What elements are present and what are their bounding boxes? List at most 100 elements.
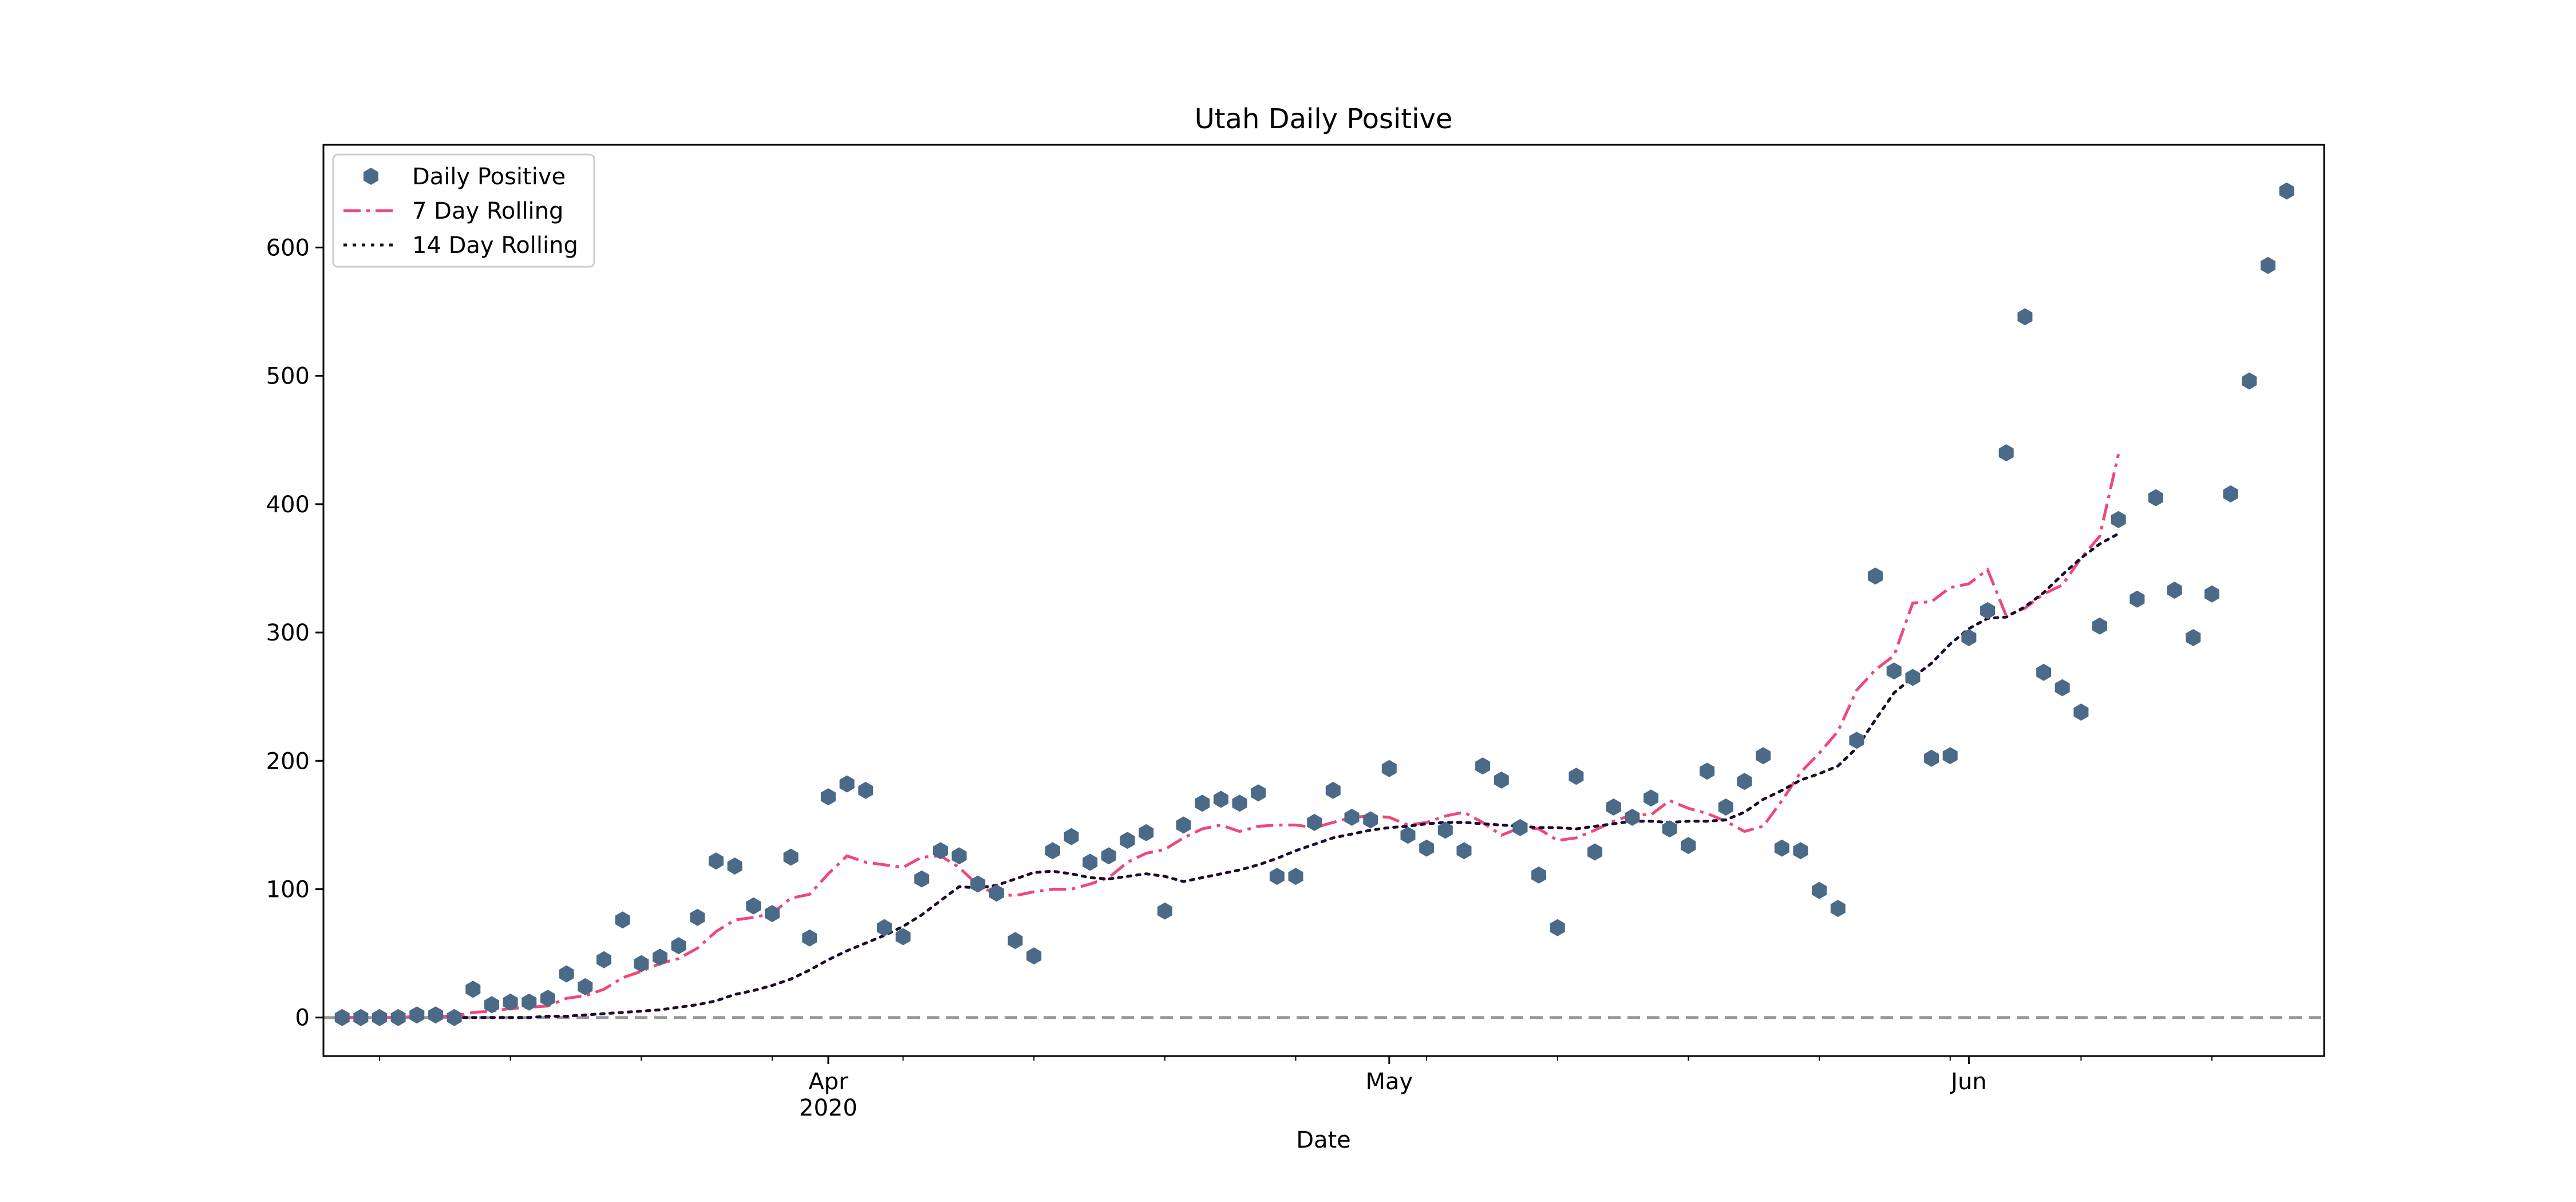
data-point <box>1849 732 1864 749</box>
data-point <box>503 993 518 1011</box>
x-tick-label: May <box>1365 1069 1413 1095</box>
data-point <box>334 1009 350 1026</box>
data-point <box>1381 760 1397 777</box>
data-point <box>634 955 649 972</box>
series-group <box>334 182 2294 1026</box>
legend-label: Daily Positive <box>412 164 566 190</box>
data-point <box>1774 839 1789 857</box>
data-point <box>1961 629 1977 646</box>
data-point <box>1568 768 1584 785</box>
chart-title: Utah Daily Positive <box>1195 103 1453 135</box>
data-point <box>1456 842 1472 860</box>
data-point <box>1998 444 2014 462</box>
data-point <box>1942 747 1958 765</box>
x-tick-label: Apr <box>808 1069 848 1095</box>
data-point <box>2186 629 2201 646</box>
legend-label: 14 Day Rolling <box>412 232 578 259</box>
data-point <box>1101 847 1116 865</box>
data-point <box>1120 832 1135 849</box>
data-point <box>1307 813 1322 831</box>
series-line-14-day-rolling <box>453 532 2120 1019</box>
data-point <box>1886 662 1902 680</box>
data-point <box>372 1009 387 1026</box>
data-point <box>1830 900 1846 918</box>
data-point <box>1681 837 1696 855</box>
data-point <box>1643 789 1659 807</box>
x-axis-label: Date <box>1296 1127 1351 1153</box>
data-point <box>578 978 593 995</box>
data-point <box>615 911 630 929</box>
data-point <box>2167 582 2182 599</box>
data-point <box>465 980 481 998</box>
data-point <box>1139 824 1154 841</box>
data-point <box>1008 932 1023 950</box>
data-point <box>428 1006 443 1024</box>
data-point <box>409 1006 425 1024</box>
data-point <box>876 919 892 936</box>
data-point <box>1325 781 1341 799</box>
data-point <box>690 908 705 926</box>
x-tick-sublabel: 2020 <box>799 1095 858 1121</box>
data-point <box>1363 811 1378 829</box>
data-point <box>1157 902 1172 920</box>
data-point <box>1812 881 1827 899</box>
data-point <box>1756 747 1771 765</box>
data-point <box>1718 798 1733 816</box>
data-point <box>1868 567 1883 585</box>
legend-marker-daily-positive <box>364 168 378 185</box>
data-point <box>353 1009 369 1026</box>
data-point <box>783 848 799 866</box>
data-point <box>1905 669 1921 686</box>
data-point <box>559 965 574 983</box>
data-point <box>933 842 948 860</box>
data-point <box>820 788 836 806</box>
data-point <box>653 948 667 966</box>
data-point <box>1419 839 1435 857</box>
data-point <box>1587 843 1603 861</box>
data-point <box>1251 784 1266 802</box>
data-point <box>1288 868 1303 885</box>
data-point <box>1793 842 1808 860</box>
data-point <box>540 990 555 1007</box>
data-point <box>1232 794 1247 812</box>
data-point <box>858 781 874 799</box>
y-tick-label: 600 <box>266 235 310 261</box>
data-point <box>1213 790 1228 808</box>
data-point <box>2261 256 2275 274</box>
data-point <box>1176 816 1191 834</box>
legend-label: 7 Day Rolling <box>412 198 563 224</box>
data-point <box>1550 919 1565 936</box>
data-point <box>2242 372 2257 390</box>
y-tick-label: 100 <box>266 877 310 903</box>
data-point <box>1980 602 1995 619</box>
plot-area <box>323 145 2324 1056</box>
data-point <box>2073 703 2089 721</box>
data-point <box>2204 585 2219 603</box>
data-point <box>1344 808 1360 826</box>
data-point <box>2017 308 2033 326</box>
data-point <box>596 951 611 968</box>
y-tick-label: 200 <box>266 748 310 774</box>
data-point <box>708 852 724 870</box>
data-point <box>1737 773 1752 790</box>
y-tick-label: 400 <box>266 492 310 518</box>
y-tick-label: 300 <box>266 620 310 646</box>
data-point <box>1625 808 1640 826</box>
data-point <box>1924 749 1939 767</box>
data-point <box>390 1009 406 1026</box>
data-point <box>1082 853 1098 871</box>
legend: Daily Positive 7 Day Rolling 14 Day Rollin… <box>332 153 595 268</box>
data-point <box>2092 617 2107 635</box>
data-point <box>2036 663 2051 681</box>
data-point <box>521 993 537 1011</box>
data-point <box>970 875 986 893</box>
data-point <box>727 857 742 875</box>
data-point <box>746 897 761 915</box>
data-point <box>447 1009 462 1026</box>
data-point <box>2223 485 2238 503</box>
y-tick-label: 0 <box>295 1005 310 1031</box>
data-point <box>2055 679 2070 697</box>
